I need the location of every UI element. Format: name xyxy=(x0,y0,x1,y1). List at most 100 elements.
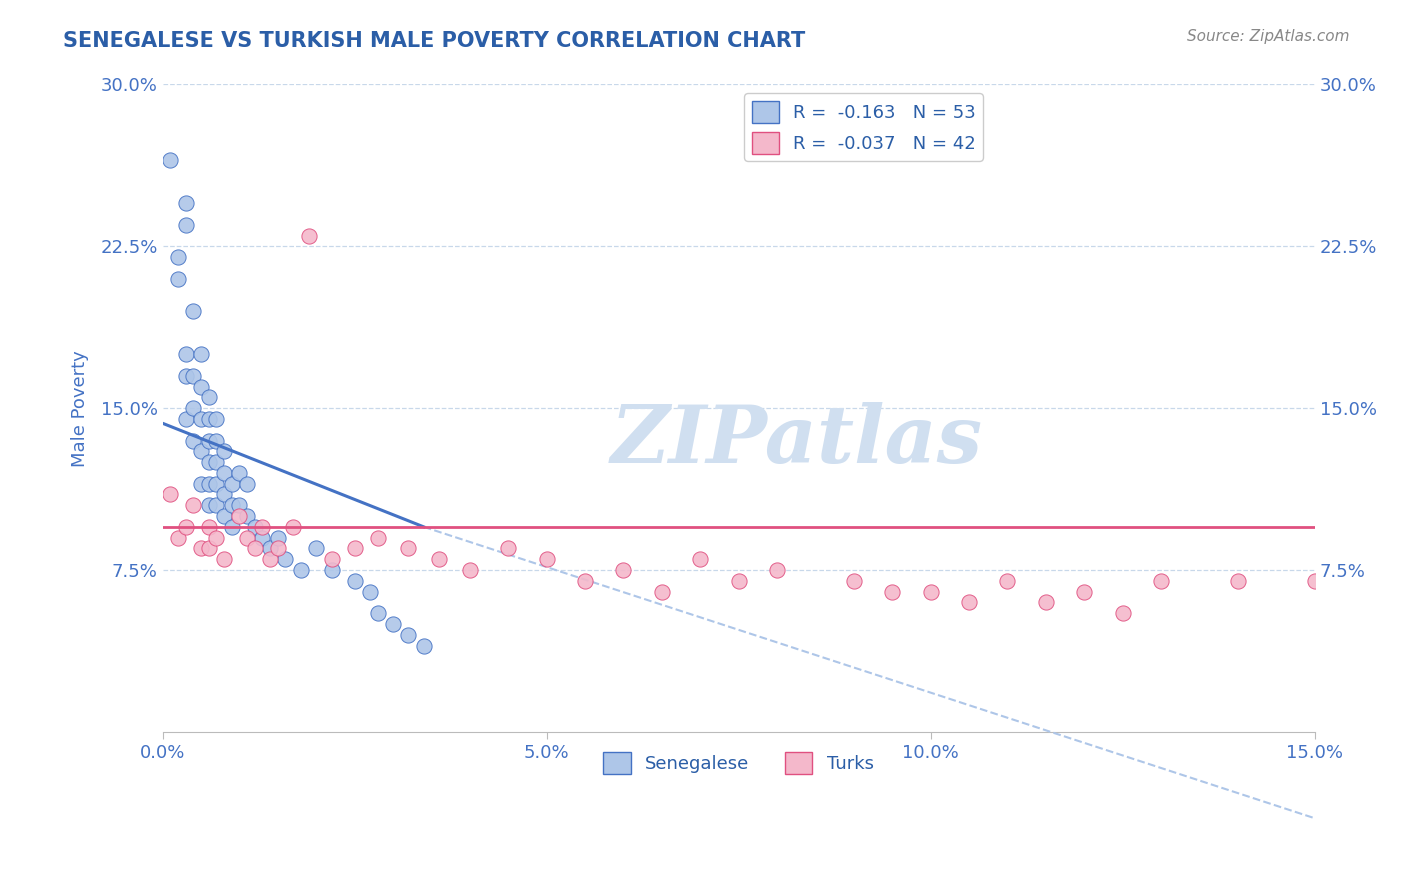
Point xyxy=(290,563,312,577)
Point xyxy=(236,509,259,524)
Point xyxy=(842,574,865,588)
Point xyxy=(343,574,366,588)
Point xyxy=(1303,574,1326,588)
Point xyxy=(197,476,219,491)
Point xyxy=(1226,574,1249,588)
Point xyxy=(159,487,181,501)
Point xyxy=(766,563,789,577)
Point xyxy=(297,228,319,243)
Point xyxy=(221,498,243,512)
Point xyxy=(181,368,204,383)
Point xyxy=(205,434,228,448)
Point xyxy=(167,531,190,545)
Point xyxy=(321,563,343,577)
Point xyxy=(236,531,259,545)
Point xyxy=(243,520,266,534)
Text: Source: ZipAtlas.com: Source: ZipAtlas.com xyxy=(1187,29,1350,44)
Point xyxy=(305,541,328,556)
Point xyxy=(174,196,197,211)
Point xyxy=(221,476,243,491)
Point xyxy=(205,498,228,512)
Point xyxy=(252,531,274,545)
Point xyxy=(228,466,250,480)
Point xyxy=(359,584,381,599)
Point xyxy=(267,541,290,556)
Point xyxy=(1035,595,1057,609)
Y-axis label: Male Poverty: Male Poverty xyxy=(72,350,89,467)
Point xyxy=(252,520,274,534)
Point xyxy=(267,531,290,545)
Point xyxy=(212,466,235,480)
Point xyxy=(1111,606,1133,620)
Point xyxy=(228,509,250,524)
Point xyxy=(343,541,366,556)
Point xyxy=(236,476,259,491)
Point xyxy=(167,250,190,264)
Legend: Senegalese, Turks: Senegalese, Turks xyxy=(596,745,882,781)
Point xyxy=(367,606,389,620)
Point xyxy=(167,271,190,285)
Point xyxy=(882,584,904,599)
Point xyxy=(920,584,942,599)
Point xyxy=(174,412,197,426)
Point xyxy=(181,304,204,318)
Point xyxy=(727,574,749,588)
Point xyxy=(212,444,235,458)
Point xyxy=(212,552,235,566)
Point xyxy=(197,455,219,469)
Point xyxy=(197,520,219,534)
Point xyxy=(612,563,634,577)
Text: ZIPatlas: ZIPatlas xyxy=(610,401,983,479)
Point xyxy=(259,541,281,556)
Point xyxy=(243,541,266,556)
Point xyxy=(274,552,297,566)
Point xyxy=(174,520,197,534)
Point xyxy=(212,509,235,524)
Point xyxy=(228,498,250,512)
Point xyxy=(321,552,343,566)
Point xyxy=(221,520,243,534)
Point xyxy=(957,595,980,609)
Point xyxy=(205,412,228,426)
Point xyxy=(205,476,228,491)
Point xyxy=(412,639,434,653)
Point xyxy=(1073,584,1095,599)
Point xyxy=(367,531,389,545)
Point xyxy=(190,476,212,491)
Point xyxy=(283,520,305,534)
Point xyxy=(197,541,219,556)
Point xyxy=(197,434,219,448)
Point xyxy=(689,552,711,566)
Point xyxy=(396,541,419,556)
Point xyxy=(159,153,181,167)
Point xyxy=(190,412,212,426)
Point xyxy=(181,498,204,512)
Point xyxy=(190,444,212,458)
Point xyxy=(174,218,197,232)
Point xyxy=(205,531,228,545)
Point xyxy=(190,347,212,361)
Point xyxy=(197,390,219,404)
Point xyxy=(197,498,219,512)
Point xyxy=(190,379,212,393)
Point xyxy=(536,552,558,566)
Point xyxy=(997,574,1019,588)
Point xyxy=(197,412,219,426)
Point xyxy=(181,401,204,416)
Point xyxy=(174,368,197,383)
Point xyxy=(496,541,519,556)
Point xyxy=(174,347,197,361)
Point xyxy=(259,552,281,566)
Point xyxy=(458,563,481,577)
Point xyxy=(190,541,212,556)
Text: SENEGALESE VS TURKISH MALE POVERTY CORRELATION CHART: SENEGALESE VS TURKISH MALE POVERTY CORRE… xyxy=(63,31,806,51)
Point xyxy=(574,574,596,588)
Point xyxy=(651,584,673,599)
Point xyxy=(396,628,419,642)
Point xyxy=(382,617,405,632)
Point xyxy=(1150,574,1173,588)
Point xyxy=(427,552,450,566)
Point xyxy=(212,487,235,501)
Point xyxy=(181,434,204,448)
Point xyxy=(205,455,228,469)
